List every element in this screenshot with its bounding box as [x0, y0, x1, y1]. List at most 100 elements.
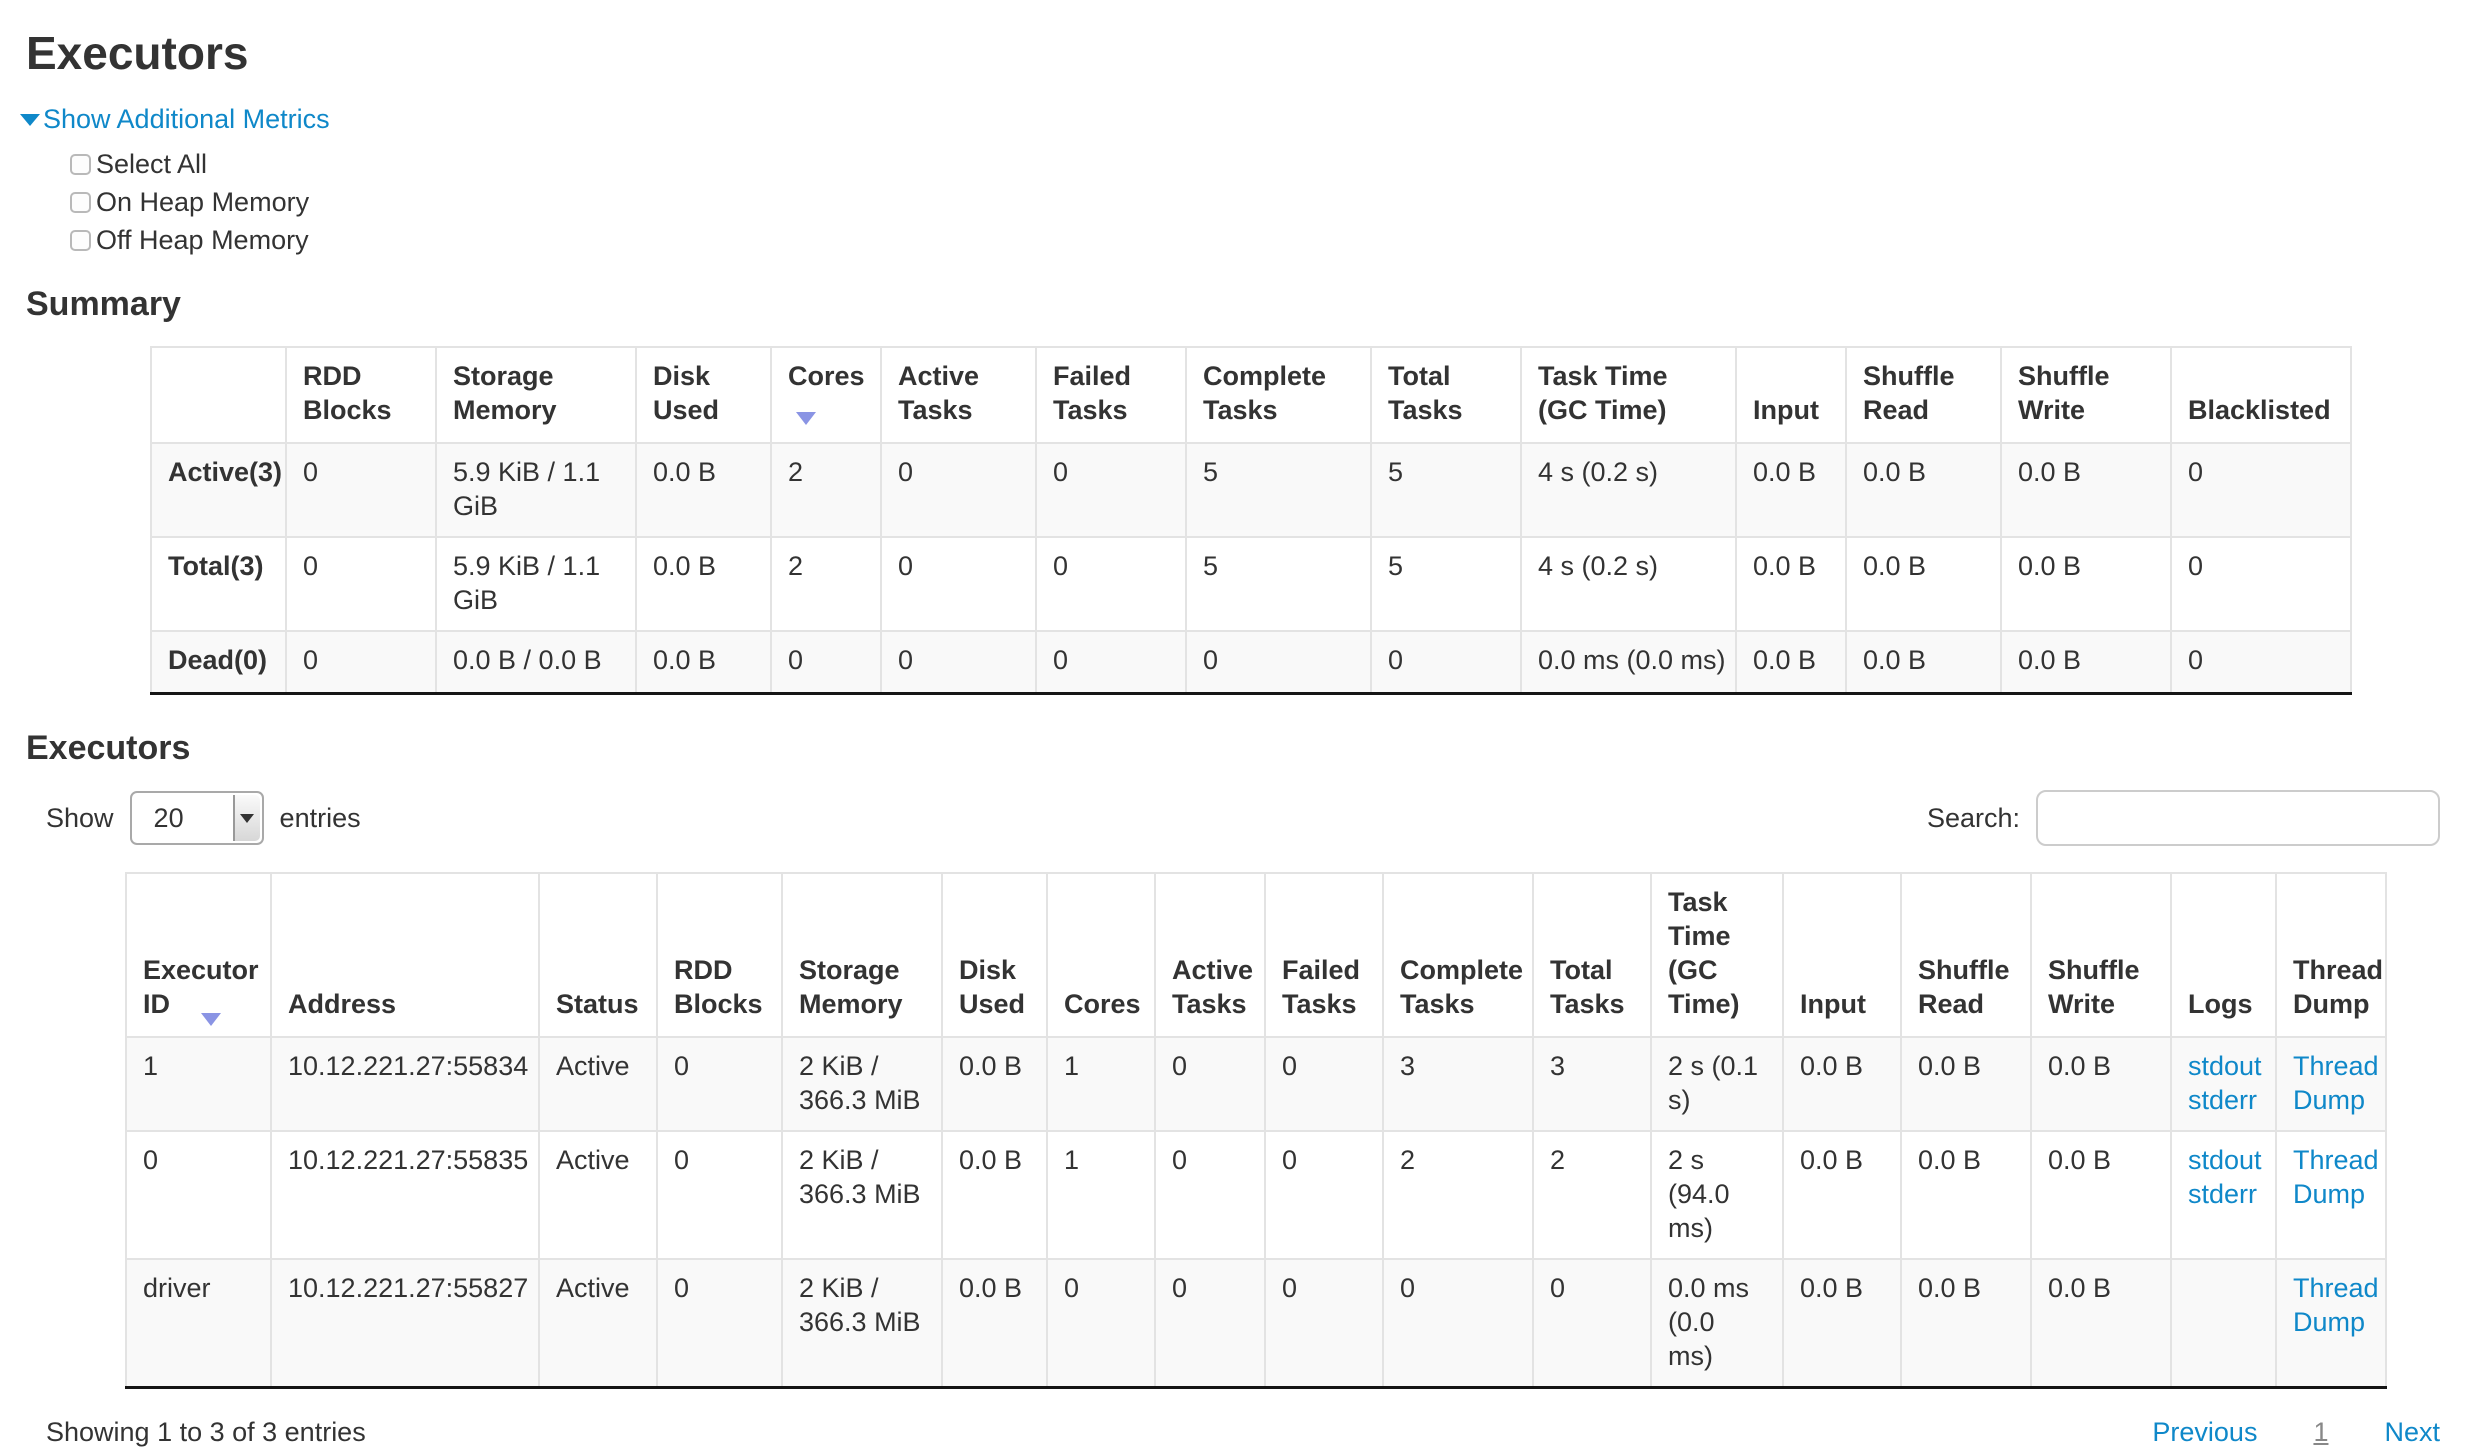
- summary-cell-storage-memory: 5.9 KiB / 1.1 GiB: [435, 442, 637, 539]
- show-additional-metrics-toggle[interactable]: Show Additional Metrics: [20, 104, 2440, 135]
- executors-col-failed-tasks[interactable]: Failed Tasks: [1264, 872, 1384, 1039]
- summary-row-label: Total(3): [150, 536, 287, 633]
- summary-cell-complete-tasks: 5: [1185, 536, 1372, 633]
- stderr-link[interactable]: stderr: [2188, 1085, 2258, 1116]
- summary-cell-shuffle-read: 0.0 B: [1845, 442, 2002, 539]
- executors-col-logs[interactable]: Logs: [2170, 872, 2277, 1039]
- executor-cell-cores: 1: [1046, 1036, 1156, 1133]
- search-label: Search:: [1926, 802, 2020, 833]
- entries-select[interactable]: 20: [129, 791, 264, 846]
- sort-desc-icon: [201, 1013, 221, 1027]
- executor-cell-executor-id: 1: [125, 1036, 272, 1133]
- stdout-link[interactable]: stdout: [2188, 1145, 2262, 1176]
- table-controls: Show 20 entries Search:: [26, 790, 2440, 847]
- summary-col-shuffle-write[interactable]: Shuffle Write: [2000, 345, 2172, 445]
- summary-col-complete-tasks[interactable]: Complete Tasks: [1185, 345, 1372, 445]
- executors-col-cores[interactable]: Cores: [1046, 872, 1156, 1039]
- summary-heading: Summary: [26, 285, 181, 323]
- executor-cell-executor-id: driver: [125, 1258, 272, 1390]
- executors-col-disk-used[interactable]: Disk Used: [941, 872, 1048, 1039]
- summary-col-input[interactable]: Input: [1735, 345, 1847, 445]
- previous-button[interactable]: Previous: [2152, 1417, 2258, 1448]
- checkbox-select-all[interactable]: [70, 153, 91, 175]
- summary-col-blacklisted[interactable]: Blacklisted: [2170, 345, 2352, 445]
- executor-cell-cores: 0: [1046, 1258, 1156, 1390]
- executors-col-thread-dump[interactable]: Thread Dump: [2275, 872, 2387, 1039]
- executors-col-shuffle-write[interactable]: Shuffle Write: [2030, 872, 2172, 1039]
- show-label: Show: [46, 802, 114, 833]
- summary-cell-rdd-blocks: 0: [285, 630, 437, 696]
- summary-col-storage-memory[interactable]: Storage Memory: [435, 345, 637, 445]
- summary-cell-total-tasks: 5: [1370, 536, 1522, 633]
- summary-cell-failed-tasks: 0: [1035, 630, 1187, 696]
- entries-select-value: 20: [153, 802, 184, 833]
- summary-col-disk-used[interactable]: Disk Used: [635, 345, 772, 445]
- metric-checkbox-row-off-heap-memory: Off Heap Memory: [70, 221, 2440, 259]
- executors-col-rdd-blocks[interactable]: RDD Blocks: [656, 872, 783, 1039]
- page-number-button[interactable]: 1: [2313, 1417, 2329, 1448]
- executors-col-shuffle-read[interactable]: Shuffle Read: [1900, 872, 2032, 1039]
- executors-col-executor-id[interactable]: Executor ID: [125, 872, 272, 1039]
- summary-col-task-time-gc-time[interactable]: Task Time (GC Time): [1520, 345, 1737, 445]
- summary-col-total-tasks[interactable]: Total Tasks: [1370, 345, 1522, 445]
- executors-col-input[interactable]: Input: [1782, 872, 1902, 1039]
- summary-cell-failed-tasks: 0: [1035, 536, 1187, 633]
- executor-cell-total-tasks: 0: [1532, 1258, 1652, 1390]
- checkbox-label-select-all: Select All: [96, 148, 208, 179]
- summary-cell-cores: 2: [770, 536, 882, 633]
- summary-cell-shuffle-write: 0.0 B: [2000, 536, 2172, 633]
- executors-col-active-tasks[interactable]: Active Tasks: [1154, 872, 1266, 1039]
- executors-col-task-time-gc-time[interactable]: Task Time (GC Time): [1650, 872, 1784, 1039]
- summary-col-failed-tasks[interactable]: Failed Tasks: [1035, 345, 1187, 445]
- summary-cell-complete-tasks: 5: [1185, 442, 1372, 539]
- executor-cell-thread-dump: Thread Dump: [2275, 1130, 2387, 1261]
- executors-col-complete-tasks[interactable]: Complete Tasks: [1382, 872, 1534, 1039]
- executor-cell-total-tasks: 2: [1532, 1130, 1652, 1261]
- stderr-link[interactable]: stderr: [2188, 1179, 2258, 1210]
- summary-header-row: RDD Blocks Storage Memory Disk Used Cores Ac…: [150, 345, 2352, 445]
- executor-cell-shuffle-read: 0.0 B: [1900, 1258, 2032, 1390]
- summary-col-rdd-blocks[interactable]: RDD Blocks: [285, 345, 437, 445]
- summary-col-cores[interactable]: Cores: [770, 345, 882, 445]
- thread-dump-link[interactable]: Thread Dump: [2293, 1273, 2379, 1338]
- summary-row-dead-0: Dead(0) 0 0.0 B / 0.0 B 0.0 B 0 0 0 0 0 0.0 ms (0…: [150, 630, 2352, 696]
- summary-cell-active-tasks: 0: [880, 630, 1037, 696]
- checkbox-on-heap-memory[interactable]: [70, 191, 91, 213]
- summary-col-shuffle-read[interactable]: Shuffle Read: [1845, 345, 2002, 445]
- stdout-link[interactable]: stdout: [2188, 1051, 2262, 1082]
- executor-cell-thread-dump: Thread Dump: [2275, 1258, 2387, 1390]
- executor-cell-failed-tasks: 0: [1264, 1130, 1384, 1261]
- executors-col-address[interactable]: Address: [270, 872, 540, 1039]
- executor-cell-storage-memory: 2 KiB / 366.3 MiB: [781, 1258, 943, 1390]
- executor-cell-status: Active: [538, 1036, 658, 1133]
- executors-col-status[interactable]: Status: [538, 872, 658, 1039]
- executor-cell-total-tasks: 3: [1532, 1036, 1652, 1133]
- summary-cell-blacklisted: 0: [2170, 630, 2352, 696]
- chevron-down-icon: [232, 795, 260, 842]
- pagination: Previous 1 Next: [2096, 1417, 2440, 1448]
- next-button[interactable]: Next: [2384, 1417, 2440, 1448]
- metric-checkbox-row-on-heap-memory: On Heap Memory: [70, 183, 2440, 221]
- executor-cell-complete-tasks: 0: [1382, 1258, 1534, 1390]
- thread-dump-link[interactable]: Thread Dump: [2293, 1145, 2379, 1210]
- summary-cell-task-time-gc-time: 4 s (0.2 s): [1520, 536, 1737, 633]
- thread-dump-link[interactable]: Thread Dump: [2293, 1051, 2379, 1116]
- summary-cell-shuffle-read: 0.0 B: [1845, 630, 2002, 696]
- search-input[interactable]: [2036, 790, 2440, 847]
- executors-col-storage-memory[interactable]: Storage Memory: [781, 872, 943, 1039]
- executor-cell-logs: [2170, 1258, 2277, 1390]
- summary-cell-storage-memory: 0.0 B / 0.0 B: [435, 630, 637, 696]
- summary-col-active-tasks[interactable]: Active Tasks: [880, 345, 1037, 445]
- executors-col-total-tasks[interactable]: Total Tasks: [1532, 872, 1652, 1039]
- summary-table: RDD Blocks Storage Memory Disk Used Cores Ac…: [150, 345, 2352, 696]
- executor-cell-rdd-blocks: 0: [656, 1036, 783, 1133]
- checkbox-off-heap-memory[interactable]: [70, 229, 91, 251]
- executor-cell-disk-used: 0.0 B: [941, 1130, 1048, 1261]
- executor-cell-address: 10.12.221.27:55827: [270, 1258, 540, 1390]
- table-footer: Showing 1 to 3 of 3 entries Previous 1 N…: [26, 1417, 2440, 1448]
- summary-cell-cores: 0: [770, 630, 882, 696]
- executor-row-0: 0 10.12.221.27:55835 Active 0 2 KiB / 366.3 …: [125, 1130, 2387, 1261]
- executor-cell-executor-id: 0: [125, 1130, 272, 1261]
